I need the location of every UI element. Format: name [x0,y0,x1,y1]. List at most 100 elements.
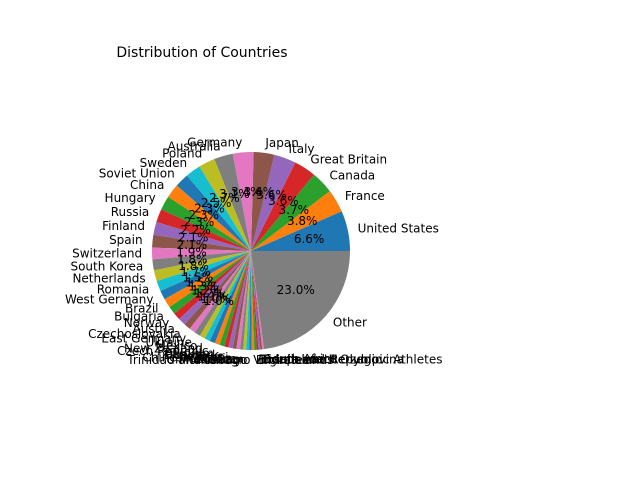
pie-slice [251,251,261,350]
slice-percent: 2.2% [180,223,211,237]
slice-label: Bulgaria [114,309,164,323]
slice-label: Japan [264,136,298,150]
slice-label: United States [358,222,439,236]
slice-percent: 1.3% [188,280,219,294]
pie-slice [251,251,255,350]
slice-label: West Germany [65,293,153,307]
slice-percent: 1.5% [185,275,216,289]
slice-label: Spain [109,233,143,247]
pie-slice [199,251,251,339]
slice-label: Romania [97,283,149,297]
slice-percent: 2.5% [201,196,232,210]
slice-percent: 1.8% [178,259,209,273]
slice-label: Greece [194,352,237,366]
pie-slice [249,251,252,351]
slice-label: Dominican Republic [262,352,381,366]
slice-label: France [345,189,385,203]
pie-slice [152,251,251,271]
slice-percent: 1.9% [176,246,207,260]
slice-label: Norway [124,316,170,330]
pie-slice [189,251,251,333]
pie-slice [161,196,251,251]
pie-slice [199,159,251,251]
slice-label: Sweden [140,156,187,170]
slice-percent: 1.7% [180,265,211,279]
slice-label: Independent Olympic Athletes [260,353,442,367]
slice-percent: 2.3% [194,202,225,216]
pie-slice [224,251,251,348]
slice-percent: 1.0% [204,294,235,308]
slice-percent: 1.0% [200,292,231,306]
pie-slice [209,251,251,344]
pie-slice [236,251,251,350]
slice-label: Hungary [105,191,156,205]
pie-slice [251,191,342,251]
slice-percent: 2.1% [177,238,208,252]
slice-label: Morocco [190,352,240,366]
pie-slice [186,166,251,251]
pie-slice [246,251,251,350]
pie-slice [174,251,251,320]
slice-percent: 1.2% [191,283,222,297]
slice-label: South Korea [70,259,143,273]
pie-slice [251,174,330,251]
slice-percent: 1.8% [177,252,208,266]
pie-slice [156,251,251,291]
slice-percent: 2.3% [184,215,215,229]
pie-slice [251,251,265,350]
slice-label: China [130,178,164,192]
slice-label: East Germany [101,332,186,346]
pie-slice [219,251,251,347]
pie-slice [168,185,251,251]
slice-label: Great Britain [310,153,387,167]
slice-percent: 3.1% [219,187,250,201]
slice-label: South Africa [264,352,337,366]
pie-slices [152,151,350,351]
pie-slice [251,211,350,251]
pie-slice [232,151,254,251]
pie-slice [179,251,251,325]
pie-slice [232,251,251,349]
slice-label: Bosnia and Herzegovina [258,353,404,367]
slice-label: New Zealand [124,342,203,356]
pie-slice [176,175,251,251]
pie-slice [228,251,251,349]
pie-slice [169,251,251,314]
slice-label: Chinese Taipei [142,351,228,365]
slice-label: Italy [289,142,315,156]
pie-slice [156,209,251,251]
slice-label: Netherlands [72,271,145,285]
slice-label: Germany [187,135,242,149]
slice-percent: 3.6% [268,194,299,208]
pie-slice [152,247,251,260]
pie-slice [251,154,296,251]
slice-percent: 1.1% [197,289,228,303]
pie-slice [251,251,350,350]
chart-title: Distribution of Countries [116,45,287,61]
pie-slice [214,153,251,251]
slice-label: Mexico [155,339,197,353]
slice-percent: 2.1% [178,230,209,244]
pie-slice [153,222,251,251]
slice-label: Switzerland [72,247,142,261]
pie-slice [184,251,251,329]
slice-percent: 23.0% [277,283,315,297]
slice-label: Unified Team [166,353,244,367]
slice-label: Australia [168,139,221,153]
slice-percent: 3.8% [287,214,318,228]
slice-percent: 1.5% [183,271,214,285]
slice-label: Finland [102,219,145,233]
slice-percent: 2.3% [188,208,219,222]
slice-label: Russia [111,205,150,219]
slice-percent: 3.4% [244,185,275,199]
pie-slice [251,152,275,251]
pie-slice [214,251,251,345]
pie-slice [160,251,251,300]
slice-label: Soviet Union [99,166,175,180]
slice-label: Belarus [179,350,224,364]
pie-slice [243,251,251,350]
pie-slice [251,251,259,350]
slice-label: Denmark [164,348,219,362]
slice-label: Brazil [125,302,159,316]
pie-slice [251,162,314,251]
